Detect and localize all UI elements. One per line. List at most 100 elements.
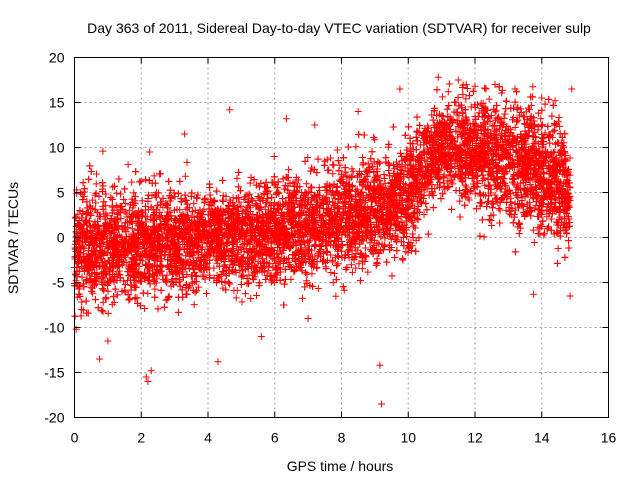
data-point — [237, 273, 245, 281]
data-point — [566, 154, 574, 162]
data-point — [150, 172, 158, 180]
data-point — [233, 174, 241, 182]
data-point — [386, 224, 394, 232]
data-point — [183, 158, 191, 166]
data-point — [99, 308, 107, 316]
data-point — [261, 203, 269, 211]
data-point — [190, 200, 198, 208]
data-point — [121, 200, 129, 208]
data-point — [229, 199, 237, 207]
data-point — [327, 269, 335, 277]
data-point — [163, 271, 171, 279]
data-point — [233, 242, 241, 250]
data-point — [246, 179, 254, 187]
data-point — [348, 268, 356, 276]
data-point — [439, 93, 447, 101]
data-point — [238, 298, 246, 306]
data-point — [443, 177, 451, 185]
data-point — [230, 286, 238, 294]
data-point — [445, 80, 453, 88]
data-point — [128, 178, 136, 186]
data-point — [537, 115, 545, 123]
data-point — [297, 201, 305, 209]
data-point — [270, 152, 278, 160]
data-point — [449, 180, 457, 188]
data-point — [190, 301, 198, 309]
data-point — [181, 172, 189, 180]
data-point — [332, 292, 340, 300]
data-point — [541, 129, 549, 137]
data-point — [517, 109, 525, 117]
data-point — [462, 95, 470, 103]
data-point — [471, 190, 479, 198]
data-point — [527, 101, 535, 109]
data-point — [109, 183, 117, 191]
data-point — [79, 306, 87, 314]
data-point — [230, 268, 238, 276]
data-point — [436, 166, 444, 174]
data-point — [308, 247, 316, 255]
data-point — [385, 166, 393, 174]
data-point — [364, 268, 372, 276]
data-point — [364, 160, 372, 168]
data-point — [333, 146, 341, 154]
data-point — [201, 194, 209, 202]
data-point — [330, 269, 338, 277]
data-point — [130, 189, 138, 197]
data-point — [96, 275, 104, 283]
data-point — [352, 264, 360, 272]
data-point — [529, 226, 537, 234]
data-point — [420, 141, 428, 149]
data-point — [298, 294, 306, 302]
data-point — [420, 211, 428, 219]
data-point — [543, 225, 551, 233]
data-point — [540, 231, 548, 239]
data-point — [151, 285, 159, 293]
data-point — [542, 149, 550, 157]
data-point — [304, 153, 312, 161]
data-point — [138, 197, 146, 205]
data-point — [498, 86, 506, 94]
data-point — [123, 213, 131, 221]
data-point — [336, 161, 344, 169]
data-point — [340, 286, 348, 294]
data-point — [428, 111, 436, 119]
data-point — [349, 167, 357, 175]
data-point — [337, 171, 345, 179]
data-point — [378, 224, 386, 232]
data-point — [247, 294, 255, 302]
data-point — [480, 233, 488, 241]
data-point — [335, 253, 343, 261]
data-point — [460, 189, 468, 197]
data-point — [530, 238, 538, 246]
data-point — [338, 237, 346, 245]
data-points — [71, 73, 576, 408]
data-point — [484, 198, 492, 206]
data-point — [89, 289, 97, 297]
data-point — [164, 293, 172, 301]
data-point — [453, 116, 461, 124]
data-point — [353, 173, 361, 181]
data-point — [124, 161, 132, 169]
data-point — [554, 244, 562, 252]
data-point — [546, 132, 554, 140]
data-point — [238, 271, 246, 279]
data-point — [329, 170, 337, 178]
data-point — [485, 95, 493, 103]
data-point — [347, 261, 355, 269]
data-point — [252, 292, 260, 300]
data-point — [531, 182, 539, 190]
data-point — [456, 197, 464, 205]
data-point — [329, 187, 337, 195]
data-point — [78, 298, 86, 306]
data-point — [241, 290, 249, 298]
data-point — [511, 124, 519, 132]
data-point — [182, 206, 190, 214]
data-point — [102, 202, 110, 210]
data-point — [219, 198, 227, 206]
data-point — [159, 272, 167, 280]
data-point — [488, 221, 496, 229]
data-point — [352, 143, 360, 151]
data-point — [219, 196, 227, 204]
